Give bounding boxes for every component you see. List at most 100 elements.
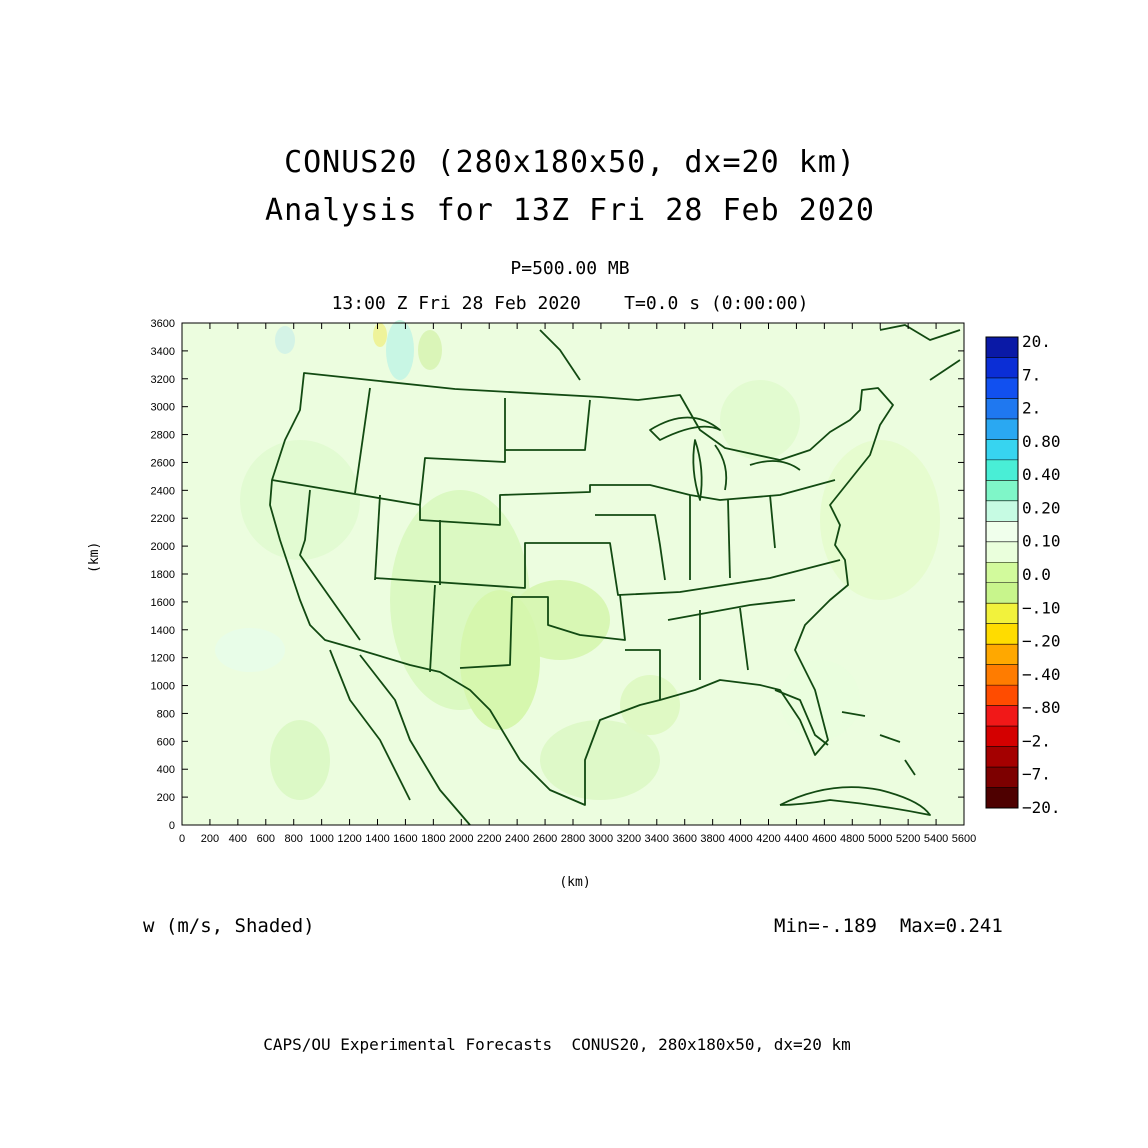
- y-tick-label: 3400: [151, 346, 175, 358]
- colorbar-label: 0.0: [1022, 565, 1051, 584]
- x-tick-label: 0: [179, 833, 185, 845]
- colorbar-label: 0.40: [1022, 465, 1061, 484]
- colorbar-swatch: [986, 459, 1018, 481]
- x-tick-label: 1800: [421, 833, 445, 845]
- colorbar-label: −.10: [1022, 598, 1061, 617]
- colorbar-swatch: [986, 787, 1018, 809]
- x-tick-label: 3800: [700, 833, 724, 845]
- chart-title-line1: CONUS20 (280x180x50, dx=20 km): [284, 145, 856, 180]
- colorbar-label: −.80: [1022, 698, 1061, 717]
- colorbar-swatch: [986, 418, 1018, 440]
- colorbar-label: −20.: [1022, 798, 1061, 817]
- colorbar-swatch: [986, 500, 1018, 522]
- colorbar-swatch: [986, 623, 1018, 645]
- colorbar-swatch: [986, 685, 1018, 707]
- colorbar-label: −.40: [1022, 665, 1061, 684]
- pressure-level-label: P=500.00 MB: [510, 258, 630, 279]
- colorbar-label: −.20: [1022, 632, 1061, 651]
- x-tick-label: 2400: [505, 833, 529, 845]
- y-tick-label: 3600: [151, 318, 175, 330]
- x-tick-label: 4200: [756, 833, 780, 845]
- colorbar-label: 2.: [1022, 399, 1041, 418]
- x-tick-label: 600: [257, 833, 275, 845]
- x-tick-label: 3000: [589, 833, 613, 845]
- x-tick-label: 4800: [840, 833, 864, 845]
- footer-credit: CAPS/OU Experimental Forecasts CONUS20, …: [263, 1035, 851, 1054]
- colorbar-swatch: [986, 644, 1018, 666]
- y-tick-label: 800: [157, 708, 175, 720]
- y-tick-label: 1800: [151, 569, 175, 581]
- colorbar-swatch: [986, 603, 1018, 625]
- colorbar-swatch: [986, 357, 1018, 379]
- x-tick-label: 4600: [812, 833, 836, 845]
- colorbar-frame: [985, 336, 1019, 809]
- x-tick-label: 1200: [337, 833, 361, 845]
- y-tick-label: 3000: [151, 402, 175, 414]
- y-tick-label: 0: [169, 820, 175, 832]
- x-tick-label: 3200: [617, 833, 641, 845]
- x-tick-label: 1600: [393, 833, 417, 845]
- y-tick-label: 3200: [151, 374, 175, 386]
- colorbar-swatch: [986, 562, 1018, 584]
- y-tick-label: 2600: [151, 457, 175, 469]
- x-axis-label: (km): [559, 875, 591, 890]
- colorbar-label: 0.20: [1022, 498, 1061, 517]
- x-tick-label: 200: [201, 833, 219, 845]
- y-axis-ticks: 0 200 400 600 800 1000 1200 1400 1600 1800 2000 220…: [151, 318, 964, 832]
- y-tick-label: 1000: [151, 681, 175, 693]
- x-tick-label: 2000: [449, 833, 473, 845]
- x-tick-label: 2600: [533, 833, 557, 845]
- colorbar-swatch: [986, 582, 1018, 604]
- colorbar-swatch: [986, 541, 1018, 563]
- colorbar-swatch: [986, 521, 1018, 543]
- colorbar-swatch: [986, 480, 1018, 502]
- colorbar-label: 0.80: [1022, 432, 1061, 451]
- x-tick-label: 800: [285, 833, 303, 845]
- y-tick-label: 2200: [151, 513, 175, 525]
- y-tick-label: 1200: [151, 653, 175, 665]
- colorbar-label: −7.: [1022, 765, 1051, 784]
- x-tick-label: 2200: [477, 833, 501, 845]
- y-tick-label: 2800: [151, 430, 175, 442]
- colorbar-swatch: [986, 726, 1018, 748]
- colorbar-swatch: [986, 398, 1018, 420]
- x-tick-label: 5000: [868, 833, 892, 845]
- y-tick-label: 2400: [151, 485, 175, 497]
- x-tick-label: 2800: [561, 833, 585, 845]
- colorbar-swatch: [986, 746, 1018, 768]
- state-boundaries: [269, 324, 961, 826]
- y-tick-label: 400: [157, 764, 175, 776]
- colorbar: 20. 7. 2. 0.80 0.40 0.20 0.10 0.0 −.10 −.20 −.40 −.…: [985, 332, 1061, 817]
- x-tick-label: 5200: [896, 833, 920, 845]
- x-tick-label: 5600: [952, 833, 976, 845]
- colorbar-swatch: [986, 439, 1018, 461]
- y-tick-label: 2000: [151, 541, 175, 553]
- x-tick-label: 3600: [672, 833, 696, 845]
- x-axis-ticks: 0 200 400 600 800 1000 1200 1400 1600 1800 2000 220…: [179, 323, 976, 845]
- colorbar-swatch: [986, 337, 1018, 358]
- colorbar-label: 0.10: [1022, 532, 1061, 551]
- x-tick-label: 1400: [365, 833, 389, 845]
- colorbar-swatch: [986, 767, 1018, 789]
- colorbar-swatch: [986, 377, 1018, 399]
- y-axis-label: (km): [87, 541, 102, 573]
- min-max-label: Min=-.189 Max=0.241: [774, 915, 1003, 937]
- y-tick-label: 600: [157, 736, 175, 748]
- x-tick-label: 400: [229, 833, 247, 845]
- x-tick-label: 1000: [309, 833, 333, 845]
- x-tick-label: 3400: [645, 833, 669, 845]
- valid-time-label: 13:00 Z Fri 28 Feb 2020 T=0.0 s (0:00:00…: [331, 293, 809, 314]
- x-tick-label: 4000: [728, 833, 752, 845]
- colorbar-label: −2.: [1022, 731, 1051, 750]
- colorbar-label: 20.: [1022, 332, 1051, 351]
- colorbar-swatch: [986, 705, 1018, 727]
- y-tick-label: 1400: [151, 625, 175, 637]
- chart-title-line2: Analysis for 13Z Fri 28 Feb 2020: [265, 193, 875, 228]
- colorbar-label: 7.: [1022, 365, 1041, 384]
- x-tick-label: 5400: [924, 833, 948, 845]
- x-tick-label: 4400: [784, 833, 808, 845]
- colorbar-swatch: [986, 664, 1018, 686]
- field-label: w (m/s, Shaded): [143, 915, 315, 937]
- y-tick-label: 1600: [151, 597, 175, 609]
